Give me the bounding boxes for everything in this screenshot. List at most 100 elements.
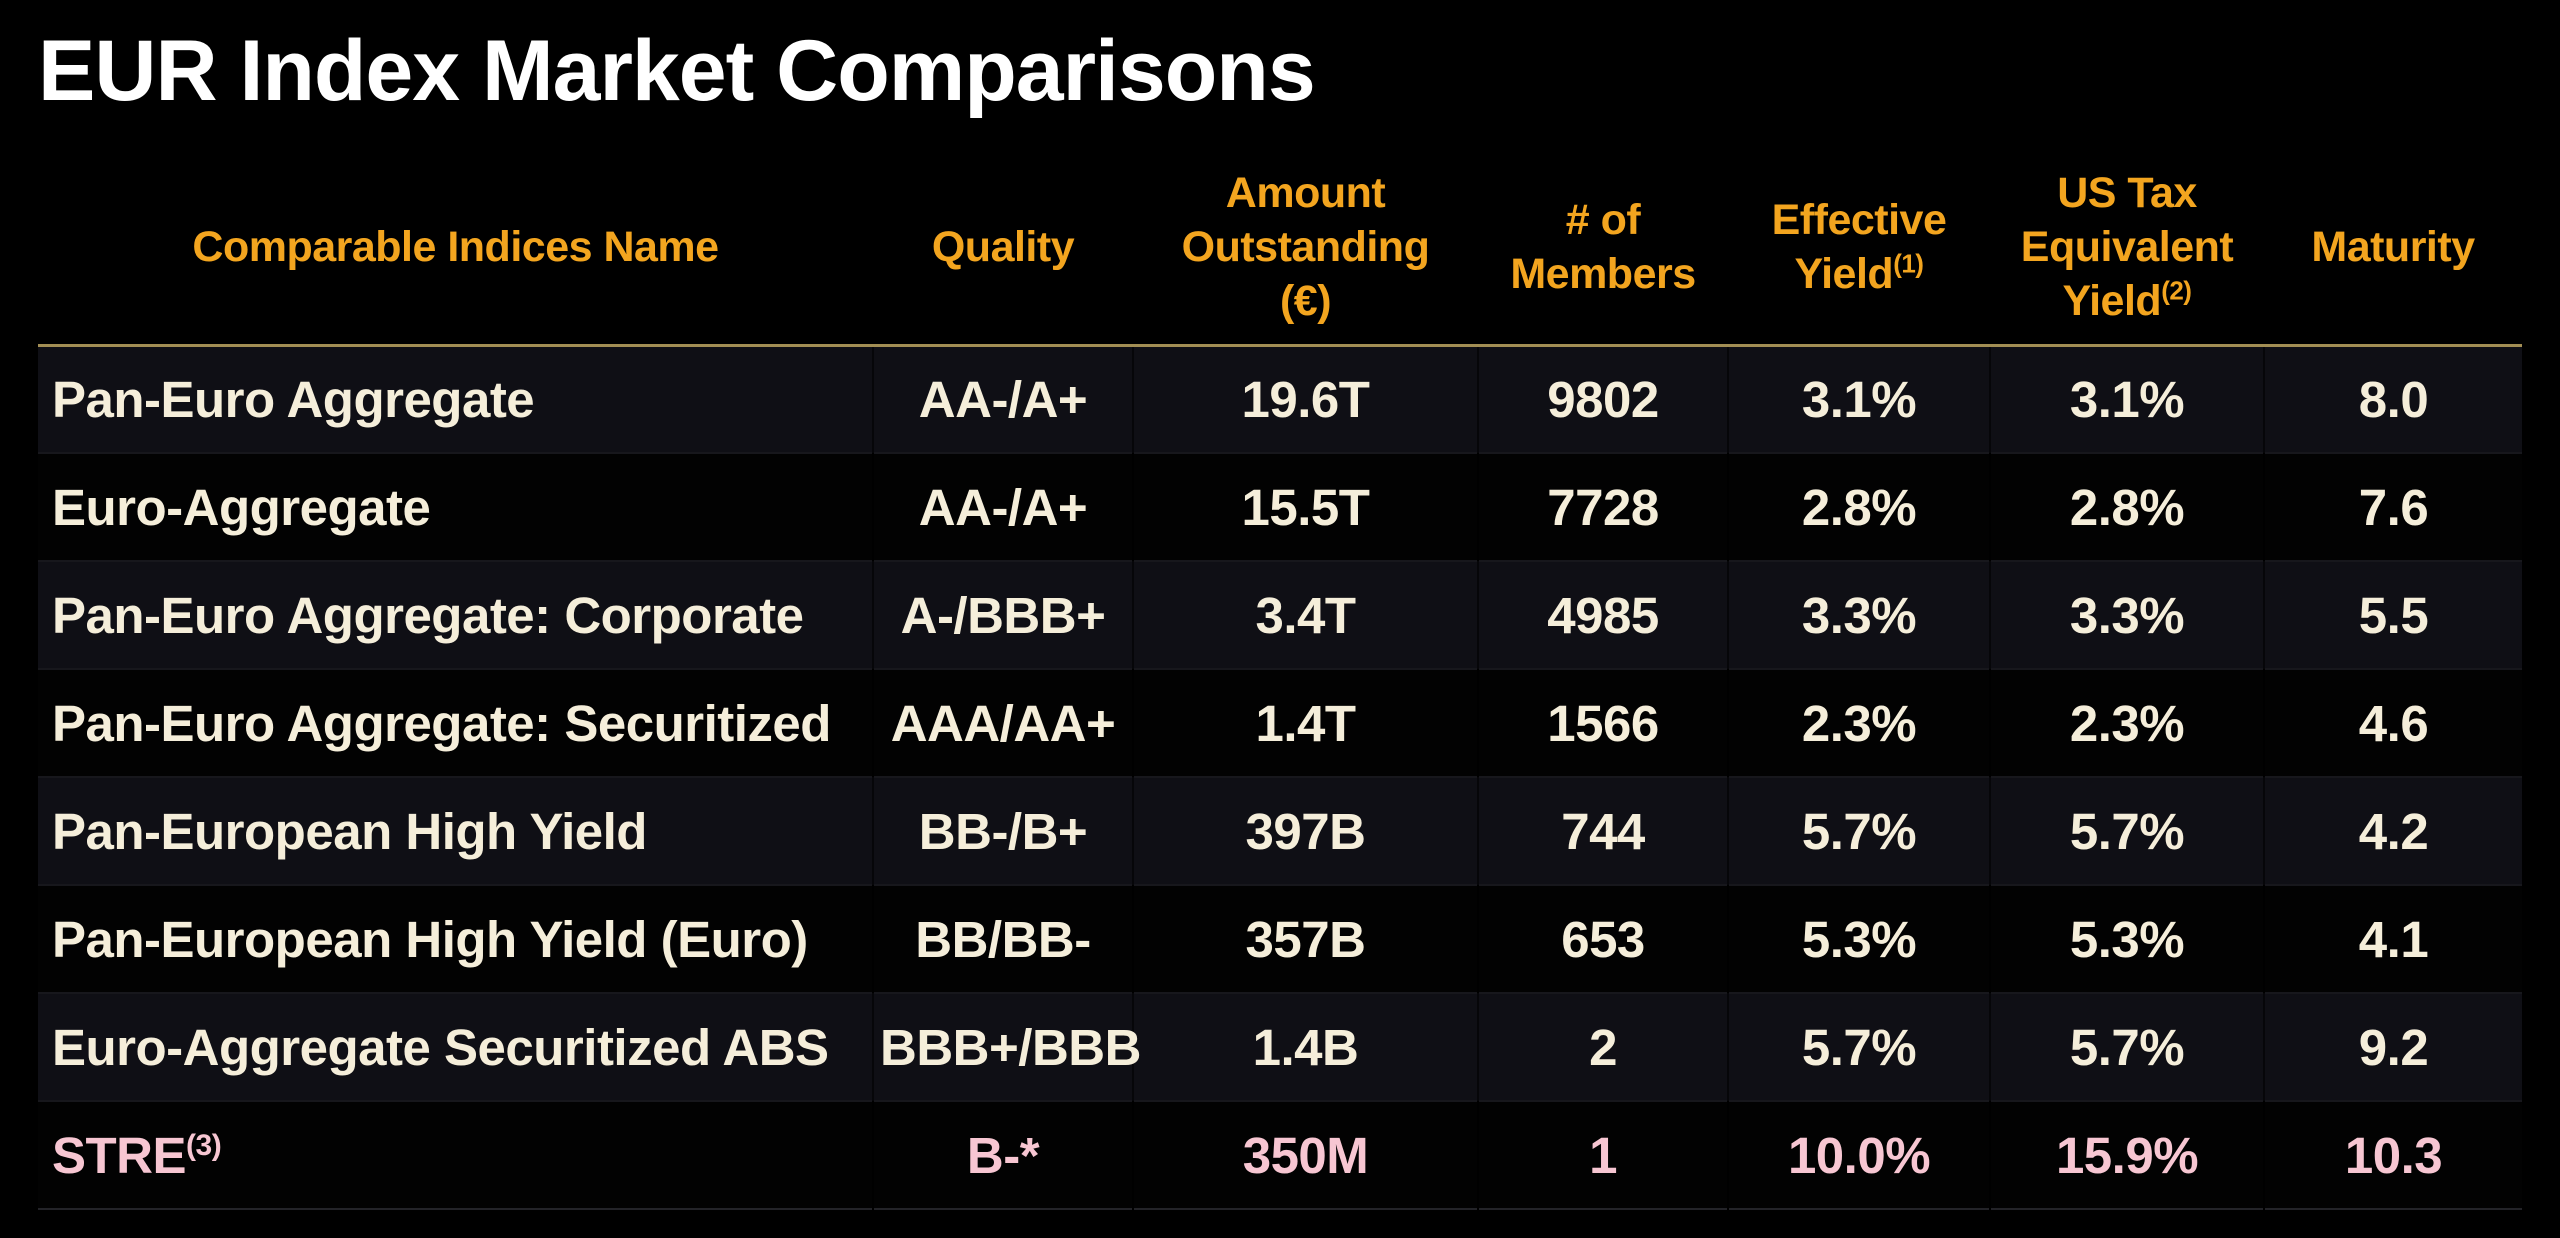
quality-cell: A-/BBB+ (872, 561, 1133, 669)
index-name-cell: Euro-Aggregate Securitized ABS (38, 993, 873, 1101)
footnote-marker-3: (3) (186, 1128, 222, 1162)
effective-yield-cell: 3.1% (1727, 345, 1990, 453)
effective-yield-cell-value: 10.0% (1787, 1126, 1931, 1184)
amount-outstanding-cell-value: 15.5T (1241, 478, 1370, 536)
us-tax-equivalent-yield-cell: 3.3% (1989, 561, 2264, 669)
amount-outstanding-cell-value: 397B (1245, 802, 1366, 860)
us-tax-equivalent-yield-cell: 2.8% (1989, 453, 2264, 561)
us-tax-equivalent-yield-cell-value: 5.3% (2069, 910, 2185, 968)
maturity-cell: 4.1 (2263, 885, 2522, 993)
index-name-cell: Euro-Aggregate (38, 453, 873, 561)
quality-cell-value: AA-/A+ (918, 478, 1088, 536)
quality-cell-value: AA-/A+ (918, 370, 1088, 428)
members-count-cell-value: 4985 (1547, 586, 1659, 644)
members-count-cell: 2 (1477, 993, 1728, 1101)
us-tax-equivalent-yield-cell-value: 3.1% (2069, 370, 2185, 428)
members-count-cell: 9802 (1477, 345, 1728, 453)
maturity-cell-value: 4.1 (2358, 910, 2429, 968)
maturity-cell: 9.2 (2263, 993, 2522, 1101)
table-row: Pan-European High Yield (Euro) BB/BB- 357B… (38, 885, 2522, 993)
quality-cell: BB-/B+ (872, 777, 1133, 885)
us-tax-equivalent-yield-cell-value: 2.3% (2069, 694, 2185, 752)
members-count-cell: 1 (1477, 1101, 1728, 1209)
quality-cell: AA-/A+ (872, 453, 1133, 561)
maturity-cell-value: 9.2 (2358, 1018, 2429, 1076)
quality-cell: AA-/A+ (872, 345, 1133, 453)
members-count-cell-value: 744 (1561, 802, 1645, 860)
table-row: Pan-Euro Aggregate AA-/A+ 19.6T 9802 3.1% 3.1… (38, 345, 2522, 453)
index-name-cell-value: Pan-Euro Aggregate (52, 370, 535, 428)
maturity-cell-value: 4.2 (2358, 802, 2429, 860)
maturity-cell: 5.5 (2263, 561, 2522, 669)
effective-yield-cell-value: 3.3% (1801, 586, 1917, 644)
amount-outstanding-cell-value: 1.4B (1252, 1018, 1359, 1076)
table-row: Pan-Euro Aggregate: Corporate A-/BBB+ 3.4T… (38, 561, 2522, 669)
column-header-maturity: Maturity (2264, 150, 2522, 347)
index-name-cell-value: Pan-Euro Aggregate: Securitized (52, 694, 831, 752)
column-header-effective-yield: Effective Yield(1) (1728, 150, 1990, 347)
index-name-cell: Pan-Euro Aggregate: Corporate (38, 561, 873, 669)
column-header-amount-outstanding: Amount Outstanding (€) (1133, 150, 1478, 347)
effective-yield-cell-value: 2.3% (1801, 694, 1917, 752)
quality-cell: BBB+/BBB (872, 993, 1141, 1101)
us-tax-equivalent-yield-cell-value: 2.8% (2069, 478, 2185, 536)
index-name-cell-value: Pan-European High Yield (Euro) (52, 910, 808, 968)
us-tax-equivalent-yield-cell: 5.7% (1989, 777, 2264, 885)
effective-yield-cell-value: 5.3% (1801, 910, 1917, 968)
table-row: Pan-European High Yield BB-/B+ 397B 744 5.7%… (38, 777, 2522, 885)
index-name-cell-value: STRE (52, 1126, 187, 1184)
maturity-cell: 8.0 (2263, 345, 2522, 453)
maturity-cell: 7.6 (2263, 453, 2522, 561)
effective-yield-cell: 5.7% (1727, 993, 1990, 1101)
us-tax-equivalent-yield-cell-value: 3.3% (2069, 586, 2185, 644)
quality-cell-value: A-/BBB+ (900, 586, 1106, 644)
index-name-cell: Pan-Euro Aggregate (38, 345, 873, 453)
us-tax-equivalent-yield-cell: 2.3% (1989, 669, 2264, 777)
table-body: Pan-Euro Aggregate AA-/A+ 19.6T 9802 3.1% 3.1… (38, 345, 2522, 1209)
effective-yield-cell: 5.7% (1727, 777, 1990, 885)
members-count-cell: 4985 (1477, 561, 1728, 669)
members-count-cell-value: 2 (1589, 1018, 1617, 1076)
effective-yield-cell-value: 5.7% (1801, 802, 1917, 860)
members-count-cell-value: 1566 (1547, 694, 1659, 752)
effective-yield-cell-value: 5.7% (1801, 1018, 1917, 1076)
maturity-cell-value: 10.3 (2344, 1126, 2443, 1184)
table-row: Euro-Aggregate AA-/A+ 15.5T 7728 2.8% 2.8% 7.6 (38, 453, 2522, 561)
us-tax-equivalent-yield-cell: 3.1% (1989, 345, 2264, 453)
quality-cell: B-* (872, 1101, 1133, 1209)
effective-yield-cell: 3.3% (1727, 561, 1990, 669)
column-header-number-of-members: # of Members (1478, 150, 1728, 347)
members-count-cell-value: 1 (1589, 1126, 1617, 1184)
index-name-cell-value: Euro-Aggregate Securitized ABS (52, 1018, 829, 1076)
effective-yield-cell: 5.3% (1727, 885, 1990, 993)
maturity-cell-value: 7.6 (2358, 478, 2429, 536)
amount-outstanding-cell: 19.6T (1132, 345, 1478, 453)
column-header-quality: Quality (873, 150, 1133, 347)
members-count-cell-value: 653 (1561, 910, 1645, 968)
quality-cell: BB/BB- (872, 885, 1133, 993)
quality-cell-value: BBB+/BBB (880, 1018, 1141, 1076)
quality-cell-value: B-* (966, 1126, 1040, 1184)
maturity-cell: 4.6 (2263, 669, 2522, 777)
amount-outstanding-cell: 1.4T (1132, 669, 1478, 777)
quality-cell: AAA/AA+ (872, 669, 1133, 777)
index-name-cell-value: Pan-Euro Aggregate: Corporate (52, 586, 804, 644)
table-row: Pan-Euro Aggregate: Securitized AAA/AA+ 1.… (38, 669, 2522, 777)
members-count-cell: 653 (1477, 885, 1728, 993)
members-count-cell-value: 9802 (1547, 370, 1659, 428)
members-count-cell: 744 (1477, 777, 1728, 885)
members-count-cell-value: 7728 (1547, 478, 1659, 536)
amount-outstanding-cell-value: 357B (1245, 910, 1366, 968)
quality-cell-value: BB-/B+ (918, 802, 1088, 860)
column-header-comparable-indices-name: Comparable Indices Name (38, 150, 873, 347)
effective-yield-cell: 2.8% (1727, 453, 1990, 561)
index-name-cell: Pan-European High Yield (38, 777, 873, 885)
amount-outstanding-cell: 15.5T (1132, 453, 1478, 561)
us-tax-equivalent-yield-cell: 5.3% (1989, 885, 2264, 993)
members-count-cell: 7728 (1477, 453, 1728, 561)
index-name-cell: Pan-Euro Aggregate: Securitized (38, 669, 873, 777)
amount-outstanding-cell-value: 19.6T (1241, 370, 1370, 428)
table-header-row: Comparable Indices Name Quality Amount O… (38, 150, 2522, 347)
quality-cell-value: BB/BB- (915, 910, 1091, 968)
us-tax-equivalent-yield-cell: 5.7% (1989, 993, 2264, 1101)
